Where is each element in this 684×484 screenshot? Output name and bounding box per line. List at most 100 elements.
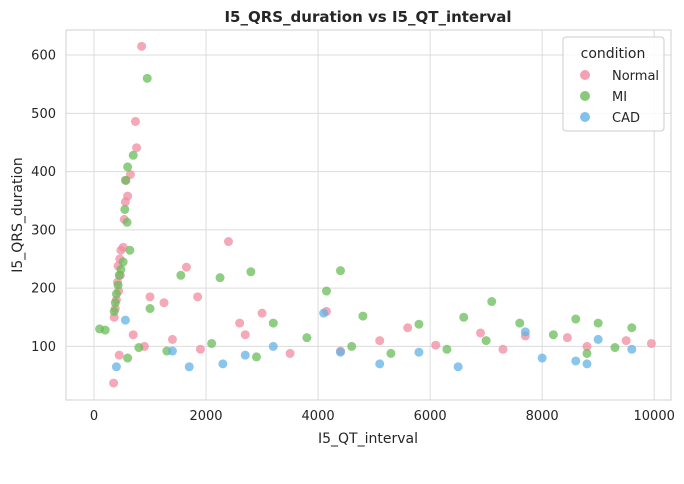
data-point-normal	[193, 292, 203, 302]
legend-title: condition	[581, 46, 646, 62]
data-point-cad	[520, 327, 530, 337]
data-point-mi	[123, 353, 133, 363]
data-point-normal	[109, 378, 119, 388]
legend: condition Normal MI CAD	[562, 36, 665, 132]
data-point-mi	[302, 333, 312, 343]
data-point-mi	[386, 348, 396, 358]
y-tick-label: 500	[31, 107, 56, 122]
data-point-cad	[375, 359, 385, 369]
data-point-normal	[145, 292, 155, 302]
data-point-mi	[123, 162, 133, 172]
data-point-mi	[114, 270, 124, 280]
data-point-mi	[347, 341, 357, 351]
y-tick-label: 100	[31, 340, 56, 355]
data-point-mi	[215, 273, 225, 283]
data-point-normal	[431, 340, 441, 350]
data-point-cad	[184, 362, 194, 372]
data-point-mi	[335, 266, 345, 276]
data-point-normal	[403, 323, 413, 333]
data-point-mi	[593, 318, 603, 328]
data-point-cad	[335, 347, 345, 357]
x-tick-label: 2000	[189, 409, 222, 424]
y-tick-label: 300	[31, 223, 56, 238]
legend-label-cad: CAD	[612, 111, 640, 126]
data-point-cad	[111, 362, 121, 372]
data-point-cad	[167, 346, 177, 356]
x-tick-label: 4000	[302, 409, 335, 424]
data-point-mi	[251, 352, 261, 362]
data-point-normal	[159, 298, 169, 308]
x-tick-label: 10000	[634, 409, 675, 424]
y-tick-label: 200	[31, 282, 56, 297]
data-point-cad	[537, 353, 547, 363]
data-point-normal	[130, 116, 140, 126]
data-point-mi	[627, 323, 637, 333]
data-point-mi	[571, 314, 581, 324]
y-tick-label: 600	[31, 49, 56, 64]
data-point-normal	[235, 318, 245, 328]
legend-marker-cad	[580, 112, 590, 122]
data-point-normal	[195, 344, 205, 354]
chart-title: I5_QRS_duration vs I5_QT_interval	[224, 8, 511, 26]
data-point-mi	[582, 348, 592, 358]
data-point-normal	[257, 308, 267, 318]
legend-marker-normal	[580, 70, 590, 80]
data-point-cad	[627, 344, 637, 354]
data-point-mi	[122, 217, 132, 227]
legend-box	[562, 36, 665, 132]
data-point-mi	[125, 245, 135, 255]
data-point-normal	[223, 237, 233, 247]
data-point-mi	[110, 298, 120, 308]
data-point-mi	[487, 297, 497, 307]
data-point-mi	[113, 280, 123, 290]
data-point-mi	[142, 73, 152, 83]
data-point-normal	[114, 350, 124, 360]
y-axis-label: I5_QRS_duration	[10, 157, 26, 273]
data-point-cad	[218, 359, 228, 369]
data-point-normal	[498, 344, 508, 354]
data-point-mi	[246, 267, 256, 277]
data-point-mi	[481, 336, 491, 346]
x-axis-label: I5_QT_interval	[318, 431, 418, 447]
data-point-normal	[116, 245, 126, 255]
data-point-mi	[358, 311, 368, 321]
x-tick-label: 6000	[414, 409, 447, 424]
data-point-mi	[207, 338, 217, 348]
data-point-normal	[476, 328, 486, 338]
data-point-cad	[571, 356, 581, 366]
data-point-mi	[268, 318, 278, 328]
data-point-normal	[137, 41, 147, 51]
data-point-mi	[414, 319, 424, 329]
data-point-mi	[515, 318, 525, 328]
data-point-normal	[240, 330, 250, 340]
scatter-points	[95, 41, 656, 388]
legend-label-normal: Normal	[612, 69, 659, 84]
data-point-cad	[414, 347, 424, 357]
data-point-mi	[120, 204, 130, 214]
y-tick-label: 400	[31, 165, 56, 180]
data-point-mi	[111, 289, 121, 299]
data-point-normal	[132, 143, 142, 153]
data-point-normal	[120, 197, 130, 207]
data-point-cad	[120, 315, 130, 325]
x-tick-label: 8000	[526, 409, 559, 424]
data-point-mi	[109, 306, 119, 316]
x-tick-label: 0	[90, 409, 98, 424]
data-point-normal	[621, 336, 631, 346]
data-point-normal	[646, 338, 656, 348]
data-point-mi	[442, 344, 452, 354]
plot-area-frame	[65, 29, 672, 401]
data-point-cad	[453, 362, 463, 372]
data-point-normal	[167, 334, 177, 344]
data-point-mi	[459, 312, 469, 322]
data-point-cad	[582, 359, 592, 369]
data-point-mi	[548, 330, 558, 340]
data-point-mi	[121, 175, 131, 185]
data-point-mi	[321, 286, 331, 296]
data-point-mi	[128, 150, 138, 160]
data-point-normal	[582, 341, 592, 351]
data-point-mi	[610, 343, 620, 353]
data-point-cad	[240, 350, 250, 360]
data-point-mi	[134, 343, 144, 353]
